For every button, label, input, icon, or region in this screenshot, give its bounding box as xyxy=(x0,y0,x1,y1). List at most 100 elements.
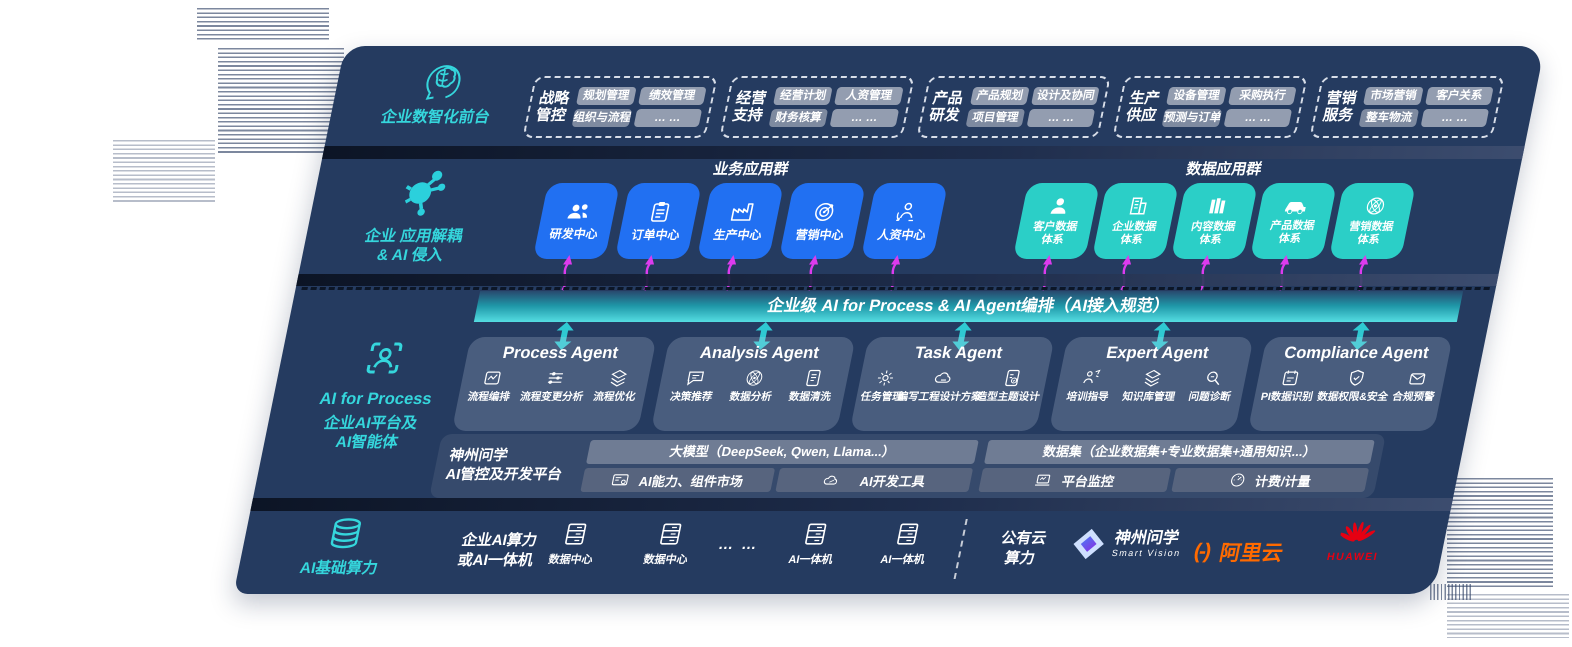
smartvision-diamond-icon xyxy=(1073,528,1104,560)
section-divider xyxy=(953,519,968,579)
datacenter-node: 数据中心 xyxy=(634,521,703,567)
training-guidance-icon xyxy=(1083,369,1101,384)
category-strategy-control: 战略 管控 规划管理 绩效管理 组织与流程 … … xyxy=(522,76,718,138)
clipboard-icon xyxy=(650,201,670,222)
task-agent-box: Task Agent 任务管理 编写工程设计方案 造型主题设计 xyxy=(849,337,1055,431)
flow-orchestration-icon xyxy=(484,371,501,385)
infra-label: AI基础算力 xyxy=(298,560,380,577)
data-box-marketing: 营销数据 体系 xyxy=(1328,183,1417,259)
data-box-content: 内容数据 体系 xyxy=(1170,183,1259,259)
shelf-edge xyxy=(322,146,1525,159)
ai-orchestration-band: 企业级 AI for Process & AI Agent编排（AI接入规范） xyxy=(473,291,1464,322)
stripe-decoration xyxy=(197,8,329,40)
data-box-enterprise: 企业数据 体系 xyxy=(1091,183,1180,259)
data-cleansing-icon xyxy=(806,369,822,387)
knowledge-base-icon xyxy=(1144,369,1162,387)
ai-dev-platform-panel: 神州问学 AI管控及开发平台 大模型（DeepSeek, Qwen, Llama… xyxy=(429,434,1387,498)
task-management-icon xyxy=(877,370,894,386)
problem-diagnosis-icon xyxy=(1207,371,1220,386)
ai-dev-tools-cell: AI开发工具 xyxy=(775,468,974,492)
chip: 整车物流 xyxy=(1358,109,1420,127)
database-icon xyxy=(330,518,362,549)
billing-metering-cell: 计费/计量 xyxy=(1171,468,1370,492)
styling-theme-design-icon xyxy=(1004,369,1020,387)
chip: 经营计划 xyxy=(772,87,834,105)
category-production-supply: 生产 供应 设备管理 采购执行 预测与订单 … … xyxy=(1112,76,1309,138)
chip: 市场营销 xyxy=(1363,87,1424,105)
chip: 规划管理 xyxy=(576,87,637,105)
engineering-design-icon xyxy=(934,372,951,383)
chip: … … xyxy=(829,109,899,127)
building-icon xyxy=(1129,197,1147,215)
business-box-hr-center: 人资中心 xyxy=(860,183,949,259)
category-title: 战略 管控 xyxy=(534,89,572,124)
stripe-decoration xyxy=(218,48,344,154)
datacenter-node: 数据中心 xyxy=(539,521,608,567)
ai-platform-label-line2: 企业AI平台及 xyxy=(322,414,420,432)
infra-label-block: AI基础算力 xyxy=(277,516,410,578)
platform-name: 神州问学 AI管控及开发平台 xyxy=(444,448,564,483)
integration-dashed-line xyxy=(301,287,1490,290)
dev-tools-icon xyxy=(824,475,838,485)
car-icon xyxy=(1284,202,1306,215)
ai-capability-market-cell: AI能力、组件市场 xyxy=(580,468,776,492)
team-icon xyxy=(567,203,588,219)
layer-front-office: 企业数智化前台 战略 管控 规划管理 绩效管理 组织与流程 … … xyxy=(325,46,1545,146)
ai-platform-label-line1: AI for Process xyxy=(317,390,434,408)
factory-icon xyxy=(730,202,754,221)
front-office-label-block: 企业数智化前台 xyxy=(348,56,533,127)
chip: 人资管理 xyxy=(834,87,904,105)
updown-arrow xyxy=(1350,322,1370,350)
ai-appliance-node: AI一体机 xyxy=(871,521,940,567)
category-product-rnd: 产品 研发 产品规划 设计及协同 项目管理 … … xyxy=(915,76,1112,138)
flow-optimization-icon xyxy=(610,369,627,387)
vendor-smartvision-logo: 神州问学 Smart Vision xyxy=(1068,527,1186,561)
target-icon xyxy=(815,202,834,221)
data-box-product: 产品数据 体系 xyxy=(1249,183,1338,259)
columns-icon xyxy=(1209,198,1226,214)
compliance-agent-box: Compliance Agent PI数据识别 数据权限&安全 合规预警 xyxy=(1247,337,1453,431)
data-group-title: 数据应用群 xyxy=(1184,161,1264,178)
stripe-decoration xyxy=(113,140,215,204)
monitor-icon xyxy=(1035,474,1051,486)
gauge-icon xyxy=(1230,473,1245,487)
server-icon xyxy=(565,523,587,545)
chip: 组织与流程 xyxy=(571,109,632,127)
business-box-order-center: 订单中心 xyxy=(614,183,703,259)
vendor-aliyun-logo: (-) 阿里云 xyxy=(1191,540,1286,565)
server-icon xyxy=(805,523,827,545)
front-office-label: 企业数智化前台 xyxy=(379,109,492,126)
category-title: 营销 服务 xyxy=(1321,89,1359,124)
data-analysis-icon xyxy=(746,370,763,386)
expert-agent-box: Expert Agent 培训指导 知识库管理 问题诊断 xyxy=(1048,337,1254,431)
molecule-icon xyxy=(404,170,445,216)
updown-arrow xyxy=(554,322,574,350)
updown-arrow xyxy=(952,322,972,350)
person-arrows-icon xyxy=(896,202,914,221)
front-office-categories: 战略 管控 规划管理 绩效管理 组织与流程 … … 经营 支持 xyxy=(522,76,1505,138)
platform-monitor-cell: 平台监控 xyxy=(978,468,1172,492)
component-market-icon xyxy=(612,473,630,485)
public-cloud-label: 公有云 算力 xyxy=(999,530,1049,567)
category-title: 产品 研发 xyxy=(927,89,965,124)
compliance-alert-icon xyxy=(1408,373,1426,385)
layer-decoupling: 企业 应用解耦 & AI 侵入 业务应用群 数据应用群 研发中心 订单中 xyxy=(298,159,1522,278)
dataset-bar: 数据集（企业数据集+专业数据集+通用知识...） xyxy=(983,440,1375,464)
person-scan-icon xyxy=(366,342,402,374)
process-agent-box: Process Agent 流程编排 流程变更分析 流程优化 xyxy=(451,337,657,431)
decoupling-label-block: 企业 应用解耦 & AI 侵入 xyxy=(320,167,515,266)
chip: 设备管理 xyxy=(1166,87,1227,105)
updown-arrow xyxy=(753,322,773,350)
chip: 客户关系 xyxy=(1424,87,1494,105)
category-title: 生产 供应 xyxy=(1124,89,1162,124)
brain-icon xyxy=(425,65,461,100)
chip: 预测与订单 xyxy=(1161,109,1223,127)
chip: 设计及协同 xyxy=(1031,87,1101,105)
decoupling-label-line1: 企业 应用解耦 xyxy=(363,228,465,245)
category-operation-support: 经营 支持 经营计划 人资管理 财务核算 … … xyxy=(719,76,915,138)
vendor-huawei-logo: HUAWEI xyxy=(1326,521,1386,563)
chip: 采购执行 xyxy=(1228,87,1297,105)
ai-appliance-node: AI一体机 xyxy=(779,521,848,567)
chip: 项目管理 xyxy=(965,109,1026,127)
stripe-decoration xyxy=(1430,584,1472,600)
